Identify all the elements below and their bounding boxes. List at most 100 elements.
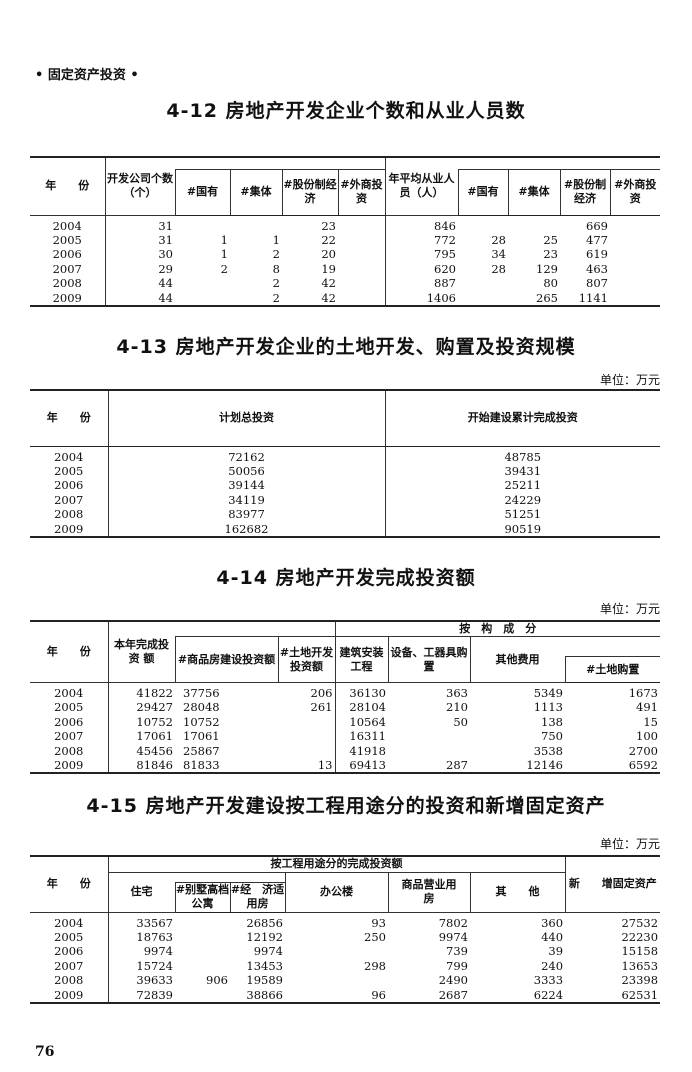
cell-residential: 39633 — [136, 973, 173, 988]
cell-year: 2004 — [30, 912, 109, 930]
table-4-15-title: 4-15 房地产开发建设按工程用途分的投资和新增固定资产 — [86, 795, 606, 817]
cell-new-assets: 22230 — [621, 929, 659, 944]
cell-commercial: 739 — [446, 944, 468, 959]
cell-land-dev — [278, 729, 336, 744]
header-affordable: #经 济适用房 — [229, 881, 286, 913]
cell-affordable: 13453 — [246, 958, 283, 973]
cell-total: 81846 — [136, 758, 173, 773]
cell-office — [285, 944, 388, 958]
cell-new-assets: 27532 — [621, 915, 659, 930]
table-4-13-title: 4-13 房地产开发企业的土地开发、购置及投资规模 — [116, 336, 576, 358]
cell-commercial: 17061 — [183, 729, 220, 744]
header-construction: 建筑安装工程 — [334, 636, 389, 683]
table-row: 2007 34119 24229 — [30, 492, 660, 508]
cell-shareholding: 20 — [321, 247, 336, 262]
cell-shareholding: 669 — [586, 218, 608, 233]
cell-office: 93 — [371, 915, 386, 930]
cell-year: 2007 — [30, 261, 106, 277]
header-spacer — [175, 871, 286, 883]
table-row: 2004 72162 48785 — [30, 446, 660, 464]
table-row: 2005 50056 39431 — [30, 463, 660, 479]
table-row: 2009 81846 81833 13 69413 287 12146 6592 — [30, 758, 660, 774]
table-4-13: 年 份 计划总投资 开始建设累计完成投资 2004 72162 48785 2005 5… — [30, 389, 660, 538]
cell-construction: 28104 — [349, 700, 386, 715]
cell-collective: 80 — [543, 276, 558, 291]
cell-other: 3538 — [533, 743, 563, 758]
header-shareholding: #股份制经济 — [281, 168, 339, 216]
cell-planned: 83977 — [108, 507, 386, 522]
table-4-14-title: 4-14 房地产开发完成投资额 — [216, 567, 476, 589]
table-row: 2005 29427 28048 261 28104 210 1113 491 — [30, 700, 660, 715]
cell-land-purchase: 491 — [636, 700, 658, 715]
header-land-purchase: #土地购置 — [564, 656, 660, 683]
cell-construction: 16311 — [349, 729, 386, 744]
cell-land-purchase: 15 — [643, 714, 658, 729]
cell-state: 1 — [220, 232, 228, 247]
cell-construction: 69413 — [349, 758, 386, 773]
table-row: 2009 44 2 42 1406 265 1141 — [30, 290, 660, 306]
cell-completed: 39431 — [504, 463, 542, 478]
cell-employees: 620 — [434, 261, 456, 276]
cell-year: 2004 — [30, 682, 109, 701]
table-row: 2008 83977 51251 — [30, 507, 660, 522]
header-foreign-2: #外商投资 — [609, 168, 660, 216]
header-new-assets: 新 增固定资产 — [564, 855, 661, 913]
cell-state: 28 — [491, 261, 506, 276]
table-4-12-title: 4-12 房地产开发企业个数和从业人员数 — [166, 100, 526, 122]
cell-foreign — [338, 215, 386, 233]
cell-state — [175, 215, 230, 233]
cell-new-assets: 23398 — [621, 973, 659, 988]
cell-residential: 18763 — [136, 929, 173, 944]
cell-planned: 162682 — [108, 521, 386, 537]
header-year: 年 份 — [30, 620, 109, 683]
header-spacer — [175, 156, 386, 170]
cell-affordable: 26856 — [246, 915, 283, 930]
header-state-2: #国有 — [457, 168, 509, 216]
table-4-14-unit: 单位：万元 — [599, 602, 660, 616]
cell-collective: 129 — [536, 261, 558, 276]
cell-shareholding: 42 — [321, 276, 336, 291]
cell-commercial: 9974 — [438, 929, 468, 944]
header-year: 年 份 — [30, 156, 106, 216]
cell-shareholding: 807 — [586, 276, 608, 291]
cell-shareholding: 22 — [321, 232, 336, 247]
cell-land-purchase: 6592 — [628, 758, 658, 773]
table-row: 2006 30 1 2 20 795 34 23 619 — [30, 247, 660, 262]
cell-collective — [508, 215, 560, 233]
cell-equipment: 210 — [446, 700, 468, 715]
header-other: 其他费用 — [469, 636, 565, 683]
cell-collective: 2 — [272, 247, 280, 262]
table-row: 2009 162682 90519 — [30, 521, 660, 537]
cell-shareholding: 23 — [321, 218, 336, 233]
cell-foreign — [338, 232, 386, 248]
cell-collective: 2 — [272, 276, 280, 291]
cell-shareholding: 42 — [321, 290, 336, 305]
cell-completed: 90519 — [504, 521, 542, 536]
header-spacer — [565, 636, 660, 657]
cell-year: 2008 — [30, 507, 109, 522]
cell-year: 2008 — [30, 276, 106, 291]
cell-villa — [175, 988, 230, 1003]
cell-office: 298 — [364, 958, 386, 973]
table-4-14: 年 份 本年完成投 资 额 按 构 成 分 #商品房建设投资额 #土地开发投资额… — [30, 620, 660, 775]
cell-collective: 1 — [272, 232, 280, 247]
cell-state: 2 — [220, 261, 228, 276]
table-row: 2009 72839 38866 96 2687 6224 62531 — [30, 987, 660, 1003]
table-row: 2008 45456 25867 41918 3538 2700 — [30, 743, 660, 759]
cell-state: 34 — [491, 247, 506, 262]
cell-construction: 10564 — [349, 714, 386, 729]
header-year: 年 份 — [30, 855, 109, 913]
table-row: 2007 17061 17061 16311 750 100 — [30, 729, 660, 744]
cell-residential: 72839 — [136, 987, 173, 1002]
header-land-dev: #土地开发投资额 — [277, 636, 336, 683]
cell-other: 12146 — [526, 758, 563, 773]
cell-villa — [175, 944, 230, 958]
cell-foreign — [338, 290, 386, 306]
page-number: 76 — [35, 1044, 55, 1060]
cell-land-dev: 13 — [278, 758, 336, 774]
cell-employees: 795 — [434, 247, 456, 262]
cell-shareholding: 619 — [586, 247, 608, 262]
cell-other: 3333 — [533, 973, 564, 988]
cell-commercial: 2687 — [438, 987, 468, 1002]
cell-other: 6224 — [533, 987, 564, 1002]
